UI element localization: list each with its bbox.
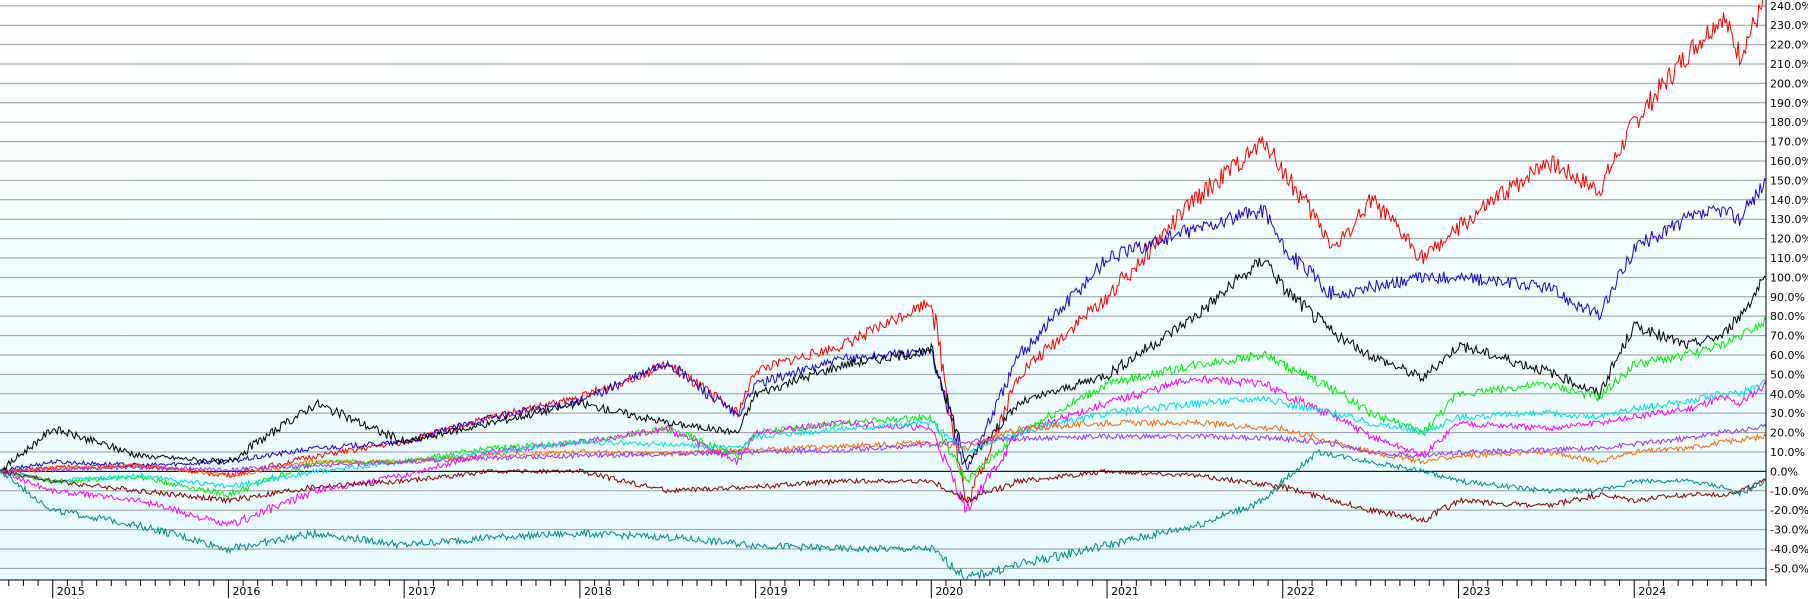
y-tick-label: 180.0% xyxy=(1770,116,1808,129)
x-tick-label: 2015 xyxy=(57,585,85,598)
y-tick-label: 60.0% xyxy=(1770,349,1805,362)
y-tick-label: 230.0% xyxy=(1770,19,1808,32)
y-tick-label: 140.0% xyxy=(1770,194,1808,207)
x-tick-label: 2018 xyxy=(584,585,612,598)
x-tick-label: 2019 xyxy=(760,585,788,598)
y-tick-label: -50.0% xyxy=(1770,562,1808,575)
y-tick-label: 160.0% xyxy=(1770,155,1808,168)
y-tick-label: 220.0% xyxy=(1770,39,1808,52)
y-tick-label: 30.0% xyxy=(1770,407,1805,420)
y-tick-label: -20.0% xyxy=(1770,504,1808,517)
y-axis-tick-labels: -50.0% -40.0% -30.0% -20.0% -10.0% 0.0% 10.0% 2… xyxy=(1770,0,1808,575)
y-tick-label: 240.0% xyxy=(1770,0,1808,13)
series-line xyxy=(0,468,1766,524)
series-line xyxy=(0,374,1766,528)
x-tick-label: 2017 xyxy=(408,585,436,598)
x-tick-label: 2022 xyxy=(1287,585,1315,598)
y-tick-label: 210.0% xyxy=(1770,58,1808,71)
y-tick-label: -40.0% xyxy=(1770,543,1808,556)
series-line xyxy=(0,177,1766,474)
series-line xyxy=(0,258,1766,475)
y-tick-label: 40.0% xyxy=(1770,388,1805,401)
y-tick-label: 70.0% xyxy=(1770,330,1805,343)
plot-background xyxy=(0,0,1766,580)
axes xyxy=(0,0,1767,598)
y-tick-label: 100.0% xyxy=(1770,271,1808,284)
series-line xyxy=(0,418,1766,479)
x-tick-label: 2020 xyxy=(935,585,963,598)
x-tick-label: 2023 xyxy=(1462,585,1490,598)
series-line xyxy=(0,423,1766,474)
y-tick-label: 110.0% xyxy=(1770,252,1808,265)
y-tick-label: 20.0% xyxy=(1770,427,1805,440)
series-line xyxy=(0,449,1766,580)
y-tick-label: 190.0% xyxy=(1770,97,1808,110)
y-tick-label: 120.0% xyxy=(1770,233,1808,246)
y-tick-label: -10.0% xyxy=(1770,485,1808,498)
y-tick-label: 130.0% xyxy=(1770,213,1808,226)
y-tick-label: 80.0% xyxy=(1770,310,1805,323)
y-tick-label: 200.0% xyxy=(1770,77,1808,90)
y-tick-label: 10.0% xyxy=(1770,446,1805,459)
y-tick-label: 0.0% xyxy=(1770,465,1798,478)
y-tick-label: 90.0% xyxy=(1770,291,1805,304)
x-tick-label: 2016 xyxy=(232,585,260,598)
series-line xyxy=(0,0,1766,504)
y-tick-label: -30.0% xyxy=(1770,524,1808,537)
series-lines xyxy=(0,0,1766,580)
y-tick-label: 150.0% xyxy=(1770,174,1808,187)
x-tick-label: 2021 xyxy=(1111,585,1139,598)
x-axis-tick-labels: 2015 2016 2017 2018 2019 2020 2021 2022 2023 2024 xyxy=(57,585,1666,598)
y-tick-label: 50.0% xyxy=(1770,368,1805,381)
x-tick-label: 2024 xyxy=(1638,585,1666,598)
y-tick-label: 170.0% xyxy=(1770,136,1808,149)
series-line xyxy=(0,379,1766,489)
grid-lines xyxy=(0,5,1766,569)
